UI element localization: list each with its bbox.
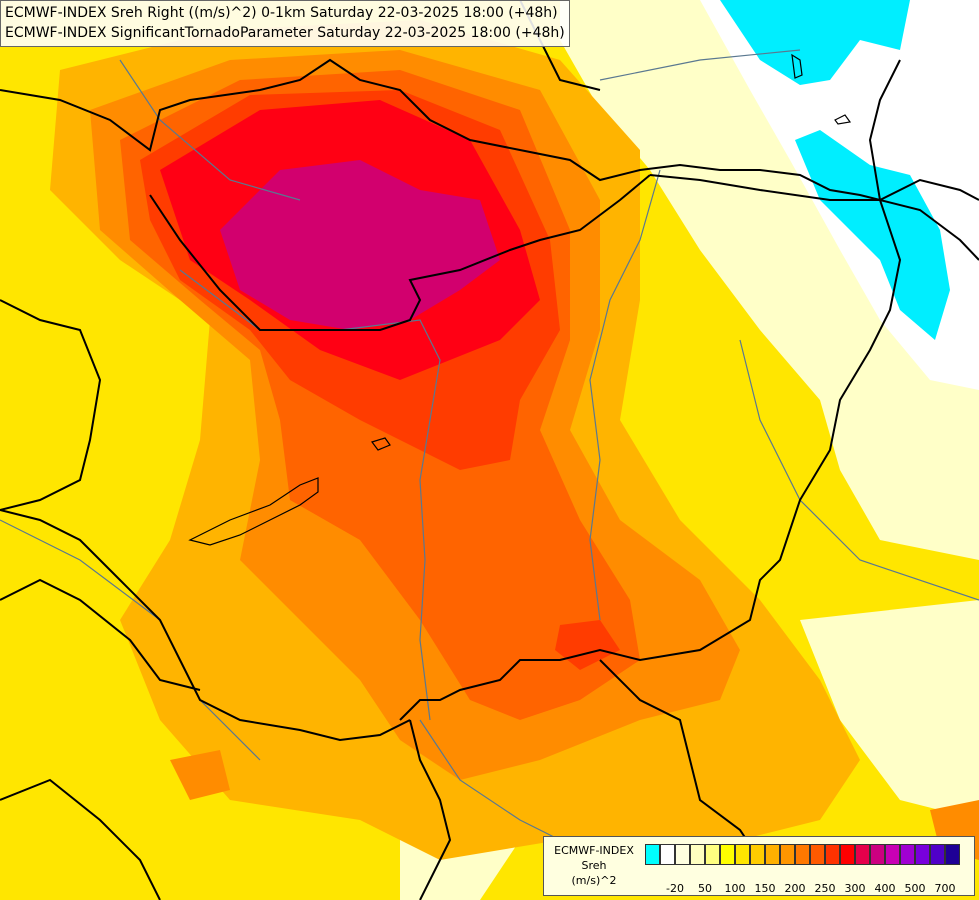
legend-swatch (915, 844, 930, 865)
legend-swatch (825, 844, 840, 865)
legend-tick-label: 250 (814, 882, 836, 895)
legend-swatch (945, 844, 960, 865)
field-layers (50, 0, 979, 900)
legend-tick-label: 200 (784, 882, 806, 895)
legend-swatch (900, 844, 915, 865)
legend-swatch (930, 844, 945, 865)
border-ukraine-east (868, 59, 901, 201)
border-serbia (409, 719, 452, 900)
cyan-zone-east (795, 130, 950, 340)
legend-source: ECMWF-INDEX (554, 844, 634, 857)
border-east (399, 174, 902, 721)
border-south (0, 578, 201, 691)
lake-balaton (188, 477, 319, 546)
legend-tick-label: 50 (698, 882, 712, 895)
legend-swatch (795, 844, 810, 865)
magenta-zone (220, 160, 500, 330)
river-north (119, 59, 301, 201)
orange-dark-spot-southwest (170, 750, 230, 800)
border-hungary (149, 174, 651, 331)
map-title-box: ECMWF-INDEX Sreh Right ((m/s)^2) 0-1km S… (0, 0, 570, 47)
legend-tick-label: 500 (904, 882, 926, 895)
legend-swatch (810, 844, 825, 865)
legend-swatch (780, 844, 795, 865)
border-southwest (0, 509, 411, 742)
legend-swatch (840, 844, 855, 865)
legend-swatch (675, 844, 690, 865)
border-romania-serbia (599, 659, 761, 861)
legend-tick-label: 150 (754, 882, 776, 895)
lake-east (791, 53, 803, 79)
legend-swatch (645, 844, 660, 865)
title-stp: ECMWF-INDEX SignificantTornadoParameter … (5, 25, 565, 41)
river-northeast (599, 49, 801, 81)
border-north (0, 58, 979, 261)
border-croatia (0, 778, 161, 900)
legend-parameter: Sreh (581, 859, 607, 872)
legend-swatch (885, 844, 900, 865)
title-sreh: ECMWF-INDEX Sreh Right ((m/s)^2) 0-1km S… (5, 5, 558, 21)
legend-label: ECMWF-INDEX Sreh (m/s)^2 (544, 843, 644, 888)
color-legend: ECMWF-INDEX Sreh (m/s)^2 -20 50 100 150 200 2… (543, 836, 975, 896)
border-ukraine (879, 178, 979, 201)
tisza-river (589, 169, 661, 621)
lake-northeast (834, 114, 852, 125)
legend-tick-label: 300 (844, 882, 866, 895)
legend-swatch (750, 844, 765, 865)
lake-velence (371, 437, 391, 451)
legend-tick-label: 700 (934, 882, 956, 895)
legend-swatch (690, 844, 705, 865)
legend-tick-label: -20 (666, 882, 684, 895)
legend-swatch (765, 844, 780, 865)
legend-swatch (855, 844, 870, 865)
legend-unit: (m/s)^2 (571, 874, 617, 887)
border-west-austria (0, 299, 102, 511)
legend-tick-label: 400 (874, 882, 896, 895)
pale-zone-southeast (800, 600, 979, 820)
legend-swatch (720, 844, 735, 865)
legend-swatch (735, 844, 750, 865)
legend-tick-label: 100 (724, 882, 746, 895)
lakes (188, 53, 852, 546)
legend-swatch (870, 844, 885, 865)
legend-swatch (705, 844, 720, 865)
cyan-zone-north (720, 0, 910, 85)
legend-swatch (660, 844, 675, 865)
